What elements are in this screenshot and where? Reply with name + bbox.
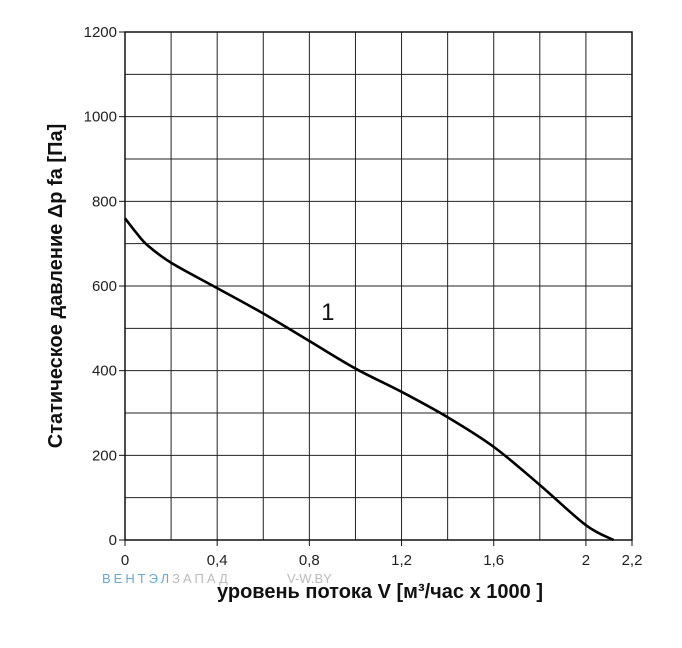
series-line-1 <box>123 217 615 542</box>
y-tick-label: 800 <box>92 193 117 210</box>
x-tick-label: 2 <box>582 552 590 569</box>
watermark-part-3: V-W.BY <box>287 571 332 586</box>
curve-label: 1 <box>321 299 334 326</box>
y-axis-ticks: 0 200 400 600 800 1000 1200 <box>84 24 125 549</box>
x-tick-label: 0 <box>121 552 129 569</box>
watermark: ВЕНТЭЛЗАПАД <box>102 571 231 586</box>
y-axis-title: Статическое давление Δp fa [Па] <box>45 124 67 448</box>
y-tick-label: 200 <box>92 447 117 464</box>
x-tick-label: 0,8 <box>299 552 320 569</box>
x-tick-label: 0,4 <box>207 552 228 569</box>
watermark-part-1: ВЕНТЭЛ <box>102 571 172 586</box>
x-tick-label: 2,2 <box>622 552 643 569</box>
x-tick-label: 1,6 <box>483 552 504 569</box>
y-tick-label: 1200 <box>84 24 117 41</box>
y-tick-label: 400 <box>92 363 117 380</box>
series-group: 1 <box>123 217 615 542</box>
x-tick-label: 1,2 <box>391 552 412 569</box>
y-tick-label: 600 <box>92 278 117 295</box>
y-tick-label: 1000 <box>84 109 117 126</box>
x-axis-ticks: 0 0,4 0,8 1,2 1,6 2 2,2 <box>121 540 643 569</box>
y-tick-label: 0 <box>109 532 117 549</box>
grid <box>124 31 633 541</box>
watermark-part-2: ЗАПАД <box>172 571 231 586</box>
x-axis-title: уровень потока V [м³/час x 1000 ] <box>217 581 543 603</box>
